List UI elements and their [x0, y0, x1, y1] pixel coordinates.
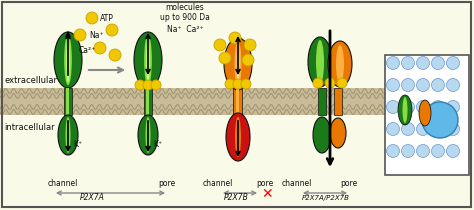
Ellipse shape [330, 118, 346, 148]
Text: K⁺: K⁺ [73, 140, 82, 149]
Bar [385, 55, 469, 175]
Ellipse shape [398, 95, 412, 125]
Bar [146, 88, 149, 115]
Circle shape [386, 56, 400, 70]
Circle shape [447, 122, 459, 135]
Circle shape [431, 122, 445, 135]
Circle shape [244, 39, 256, 51]
Circle shape [143, 80, 153, 90]
Circle shape [417, 101, 429, 113]
Circle shape [94, 42, 106, 54]
Text: P2X7B: P2X7B [224, 193, 249, 202]
Circle shape [401, 122, 414, 135]
Circle shape [386, 101, 400, 113]
Circle shape [219, 52, 231, 64]
Ellipse shape [58, 115, 78, 155]
Ellipse shape [316, 40, 324, 84]
Circle shape [431, 79, 445, 92]
Ellipse shape [308, 37, 332, 87]
Text: pore: pore [158, 179, 175, 188]
Text: pore: pore [340, 179, 357, 188]
Circle shape [337, 78, 347, 88]
Bar [237, 88, 239, 115]
Text: K⁺: K⁺ [153, 140, 162, 149]
Circle shape [151, 80, 161, 90]
Text: channel: channel [282, 179, 312, 188]
Ellipse shape [235, 42, 241, 86]
Bar [64, 88, 72, 115]
Circle shape [401, 79, 414, 92]
Ellipse shape [419, 100, 431, 126]
Bar [334, 88, 342, 115]
Circle shape [242, 54, 254, 66]
Circle shape [417, 122, 429, 135]
Circle shape [135, 80, 145, 90]
Ellipse shape [146, 117, 151, 153]
Text: ✕: ✕ [261, 187, 273, 201]
Circle shape [417, 56, 429, 70]
Circle shape [313, 78, 323, 88]
Bar [234, 88, 243, 115]
Ellipse shape [144, 35, 152, 85]
Circle shape [386, 79, 400, 92]
Circle shape [74, 29, 86, 41]
Text: Na⁺  Ca²⁺: Na⁺ Ca²⁺ [167, 25, 203, 34]
Ellipse shape [328, 41, 352, 87]
Circle shape [106, 24, 118, 36]
Circle shape [225, 79, 235, 89]
Circle shape [447, 56, 459, 70]
Circle shape [109, 49, 121, 61]
Text: channel: channel [203, 179, 233, 188]
Circle shape [422, 102, 458, 138]
Ellipse shape [237, 46, 239, 82]
Circle shape [386, 122, 400, 135]
Circle shape [417, 79, 429, 92]
Text: pore: pore [256, 179, 273, 188]
Text: extracellular: extracellular [4, 76, 57, 84]
Circle shape [229, 32, 241, 44]
Circle shape [447, 101, 459, 113]
Bar [318, 88, 326, 115]
Ellipse shape [134, 32, 162, 88]
Ellipse shape [65, 117, 71, 153]
Circle shape [386, 144, 400, 158]
Bar [66, 88, 70, 115]
Bar [144, 88, 152, 115]
Text: P2X7A/P2X7B: P2X7A/P2X7B [302, 195, 350, 201]
Circle shape [401, 144, 414, 158]
Circle shape [447, 79, 459, 92]
Text: Na⁺: Na⁺ [89, 30, 104, 39]
Ellipse shape [402, 97, 408, 123]
Text: Ca²⁺: Ca²⁺ [79, 46, 96, 55]
Circle shape [86, 12, 98, 24]
Ellipse shape [336, 45, 344, 83]
Circle shape [431, 101, 445, 113]
Ellipse shape [64, 35, 72, 85]
Text: channel: channel [48, 179, 78, 188]
Text: P2X7A: P2X7A [80, 193, 105, 202]
Ellipse shape [66, 38, 70, 82]
Text: molecules: molecules [165, 3, 204, 12]
Circle shape [417, 144, 429, 158]
Circle shape [214, 39, 226, 51]
Circle shape [241, 79, 251, 89]
Ellipse shape [54, 32, 82, 88]
Circle shape [447, 144, 459, 158]
Circle shape [431, 144, 445, 158]
Ellipse shape [146, 38, 150, 82]
Ellipse shape [138, 115, 158, 155]
Ellipse shape [226, 113, 250, 161]
Circle shape [431, 56, 445, 70]
Circle shape [401, 101, 414, 113]
Text: ATP: ATP [100, 13, 114, 22]
Circle shape [401, 56, 414, 70]
Text: up to 900 Da: up to 900 Da [160, 13, 210, 22]
Ellipse shape [313, 117, 331, 153]
Circle shape [325, 78, 335, 88]
Ellipse shape [235, 117, 241, 158]
Circle shape [233, 79, 243, 89]
Bar [0, 88, 390, 115]
Text: intracellular: intracellular [4, 122, 55, 131]
Ellipse shape [224, 38, 252, 90]
